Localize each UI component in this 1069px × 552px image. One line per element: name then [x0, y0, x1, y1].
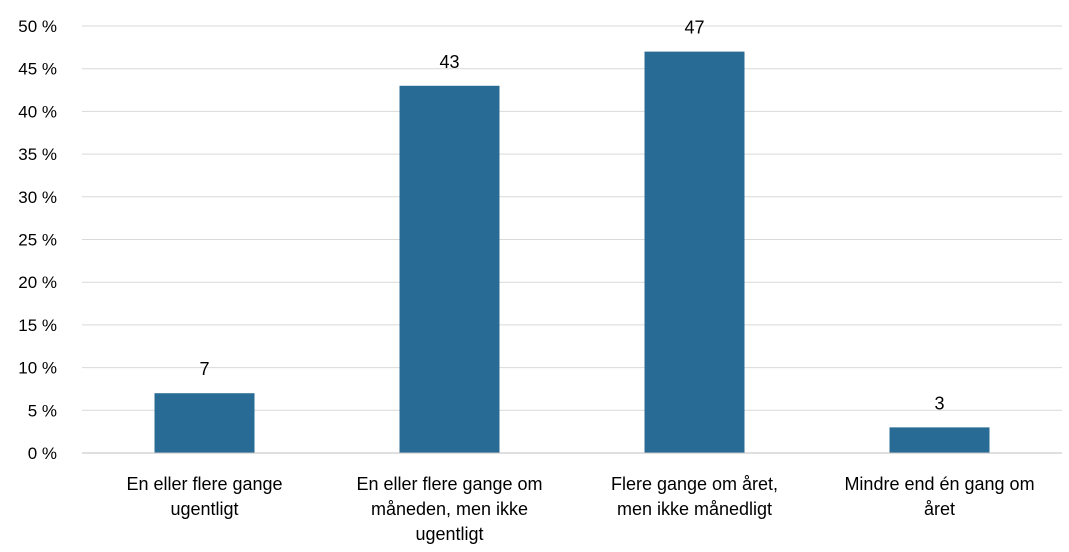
x-category-label: En eller flere gange ugentligt [126, 474, 282, 519]
data-label: 43 [439, 52, 459, 72]
y-tick-label: 0 % [28, 444, 57, 463]
data-label: 7 [199, 359, 209, 379]
x-category-label-line: ugentligt [415, 524, 483, 544]
x-category-label-line: En eller flere gange [126, 474, 282, 494]
y-tick-label: 5 % [28, 401, 57, 420]
y-tick-label: 35 % [18, 145, 57, 164]
x-category-label-line: ugentligt [170, 499, 238, 519]
bar [889, 427, 990, 453]
bar [644, 51, 745, 454]
y-tick-label: 20 % [18, 273, 57, 292]
y-tick-label: 25 % [18, 231, 57, 250]
data-labels: 7 43 47 3 [199, 18, 944, 414]
x-category-label-line: måneden, men ikke [371, 499, 528, 519]
x-category-label-line: men ikke månedligt [617, 499, 772, 519]
y-axis-tick-labels: 0 % 5 % 10 % 15 % 20 % 25 % 30 % 35 % 40 % 45 % 50… [18, 17, 57, 463]
x-category-label-line: Flere gange om året, [611, 474, 778, 494]
y-tick-label: 50 % [18, 17, 57, 36]
y-tick-label: 10 % [18, 359, 57, 378]
data-label: 47 [684, 18, 704, 38]
x-category-label: Mindre end én gang om året [844, 474, 1034, 519]
gridlines [82, 25, 1062, 411]
y-tick-label: 15 % [18, 316, 57, 335]
data-label: 3 [934, 393, 944, 413]
x-category-label-line: En eller flere gange om [356, 474, 542, 494]
x-category-label: En eller flere gange om måneden, men ikke… [356, 474, 542, 544]
y-tick-label: 40 % [18, 102, 57, 121]
y-tick-label: 30 % [18, 188, 57, 207]
bar [154, 393, 255, 453]
bars [154, 51, 990, 454]
y-tick-label: 45 % [18, 60, 57, 79]
bar [399, 85, 500, 453]
x-category-label-line: året [924, 499, 955, 519]
x-category-label: Flere gange om året, men ikke månedligt [611, 474, 778, 519]
x-category-label-line: Mindre end én gang om [844, 474, 1034, 494]
